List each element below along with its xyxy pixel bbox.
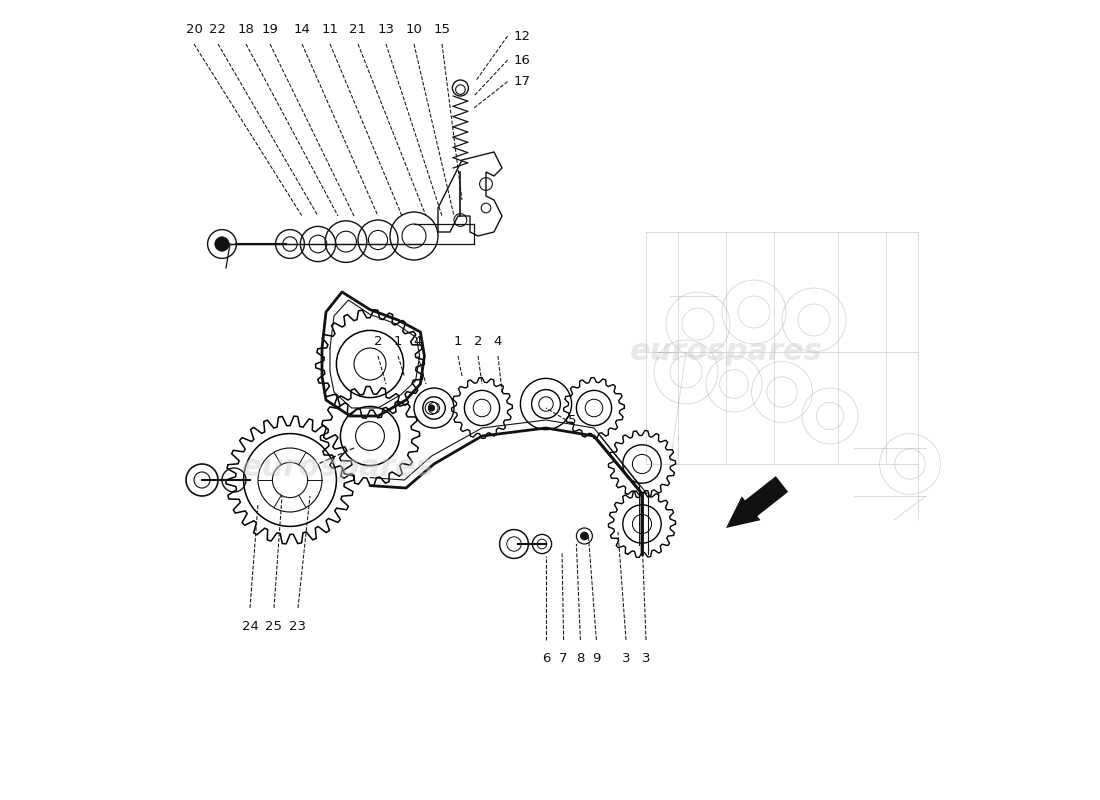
Text: 13: 13 bbox=[377, 23, 395, 36]
Text: 2: 2 bbox=[474, 335, 482, 348]
Text: eurospares: eurospares bbox=[629, 338, 823, 366]
Text: 21: 21 bbox=[350, 23, 366, 36]
Text: 18: 18 bbox=[238, 23, 254, 36]
Text: 12: 12 bbox=[514, 30, 531, 42]
Text: 23: 23 bbox=[289, 620, 307, 633]
Text: 7: 7 bbox=[560, 652, 568, 665]
Text: 6: 6 bbox=[542, 652, 550, 665]
Text: 24: 24 bbox=[242, 620, 258, 633]
Text: 1: 1 bbox=[394, 335, 403, 348]
Text: 9: 9 bbox=[592, 652, 601, 665]
Text: 22: 22 bbox=[209, 23, 227, 36]
Text: 4: 4 bbox=[494, 335, 503, 348]
Text: 2: 2 bbox=[374, 335, 383, 348]
Circle shape bbox=[214, 237, 229, 251]
Text: 19: 19 bbox=[262, 23, 278, 36]
Text: 4: 4 bbox=[414, 335, 422, 348]
Text: 10: 10 bbox=[406, 23, 422, 36]
Text: 1: 1 bbox=[453, 335, 462, 348]
Text: 16: 16 bbox=[514, 54, 531, 66]
Text: 5: 5 bbox=[569, 414, 576, 426]
Text: 3: 3 bbox=[621, 652, 630, 665]
Text: eurospares: eurospares bbox=[242, 454, 434, 482]
Text: 17: 17 bbox=[514, 75, 531, 88]
FancyArrow shape bbox=[726, 476, 789, 528]
Text: 15: 15 bbox=[433, 23, 451, 36]
Text: 11: 11 bbox=[321, 23, 339, 36]
Text: 25: 25 bbox=[265, 620, 283, 633]
Circle shape bbox=[581, 532, 589, 540]
Text: 8: 8 bbox=[576, 652, 584, 665]
Text: 14: 14 bbox=[294, 23, 310, 36]
Circle shape bbox=[208, 230, 236, 258]
Text: 20: 20 bbox=[186, 23, 202, 36]
Text: 3: 3 bbox=[641, 652, 650, 665]
Circle shape bbox=[428, 405, 435, 411]
